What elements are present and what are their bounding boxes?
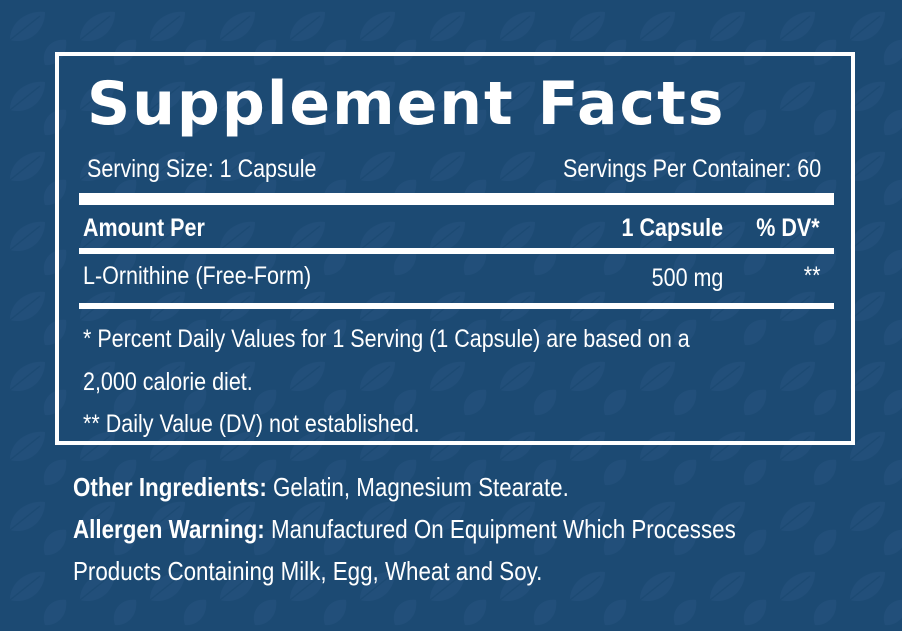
ingredient-name: L-Ornithine (Free-Form) — [83, 262, 312, 290]
other-ingredients: Other Ingredients: Gelatin, Magnesium St… — [73, 470, 569, 504]
bottom-divider — [79, 303, 834, 309]
serving-size: Serving Size: 1 Capsule — [87, 155, 317, 183]
thick-divider — [79, 193, 834, 205]
footnote-line-3: ** Daily Value (DV) not established. — [83, 410, 420, 438]
footnote-line-1: * Percent Daily Values for 1 Serving (1 … — [83, 325, 690, 353]
allergen-warning-text: Manufactured On Equipment Which Processe… — [264, 514, 736, 544]
allergen-warning: Allergen Warning: Manufactured On Equipm… — [73, 512, 736, 546]
supplement-facts-panel: Supplement Facts Serving Size: 1 Capsule… — [55, 52, 855, 445]
ingredient-amount: 500 mg — [651, 264, 723, 292]
other-ingredients-label: Other Ingredients: — [73, 472, 267, 502]
ingredient-dv: ** — [803, 262, 820, 290]
dv-header: % DV* — [756, 214, 820, 242]
per-capsule-header: 1 Capsule — [621, 214, 723, 242]
other-ingredients-text: Gelatin, Magnesium Stearate. — [266, 472, 569, 502]
amount-per-header: Amount Per — [83, 214, 205, 242]
footnote-line-2: 2,000 calorie diet. — [83, 368, 253, 396]
panel-title: Supplement Facts — [87, 69, 726, 139]
allergen-warning-line-2: Products Containing Milk, Egg, Wheat and… — [73, 556, 543, 586]
servings-per-container: Servings Per Container: 60 — [562, 155, 821, 183]
medium-divider — [79, 248, 834, 254]
allergen-warning-label: Allergen Warning: — [73, 514, 265, 544]
